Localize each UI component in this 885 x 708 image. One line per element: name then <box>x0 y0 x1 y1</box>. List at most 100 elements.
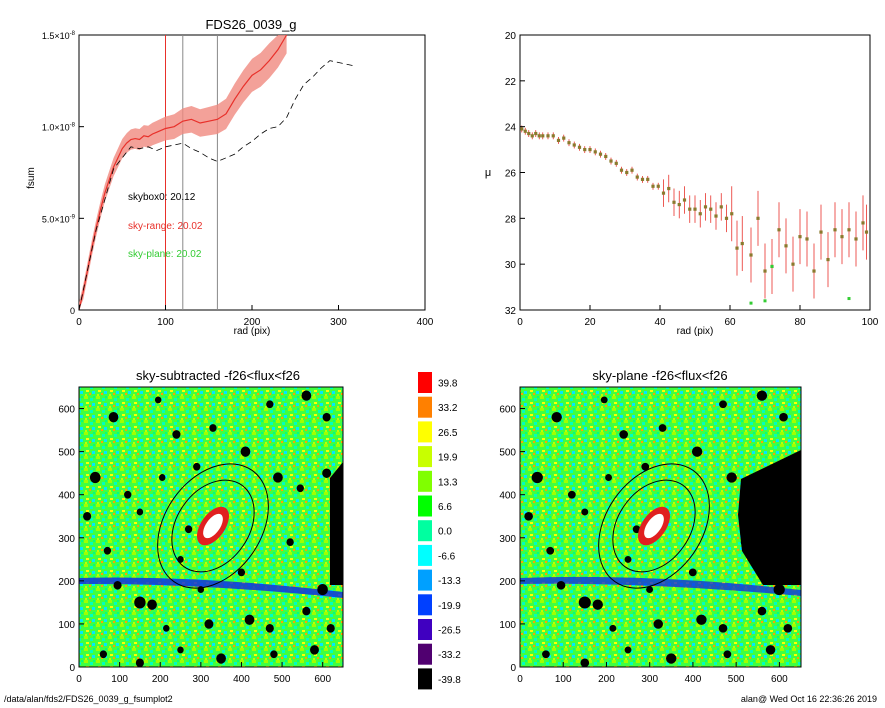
fsum-band <box>79 35 287 310</box>
mu-point <box>840 235 844 239</box>
y-tick-label: 24 <box>505 123 517 134</box>
colorbar-swatch <box>418 470 432 492</box>
y-tick-label: 0 <box>69 663 75 674</box>
colorbar-swatch <box>418 544 432 566</box>
masked-source <box>158 474 166 481</box>
colorbar-label: -26.5 <box>438 626 461 637</box>
masked-source <box>322 468 332 478</box>
mu-point <box>709 207 713 211</box>
x-tick-label: 0 <box>76 674 82 685</box>
y-tick-label: 300 <box>58 534 75 545</box>
mu-point <box>556 138 561 143</box>
mu-point <box>527 131 531 136</box>
y-tick-label: 28 <box>505 214 517 225</box>
mu-point <box>520 127 524 131</box>
mu-point <box>861 221 865 225</box>
colorbar-swatch <box>418 495 432 517</box>
sky-subtracted-title: sky-subtracted -f26<flux<f26 <box>136 368 300 383</box>
x-tick-label: 200 <box>244 317 261 328</box>
masked-source <box>751 484 760 493</box>
masked-source <box>147 599 157 610</box>
mu-point <box>635 175 639 179</box>
masked-source <box>578 596 591 609</box>
mu-points <box>520 125 869 305</box>
sky-subtracted-x-ticks: 0 100 200 300 400 500 600 <box>76 662 331 685</box>
sky-subtracted-y-ticks: 0 100 200 300 400 500 600 <box>58 405 84 674</box>
fsum-error-band <box>79 35 287 310</box>
y-tick-label: 500 <box>58 448 75 459</box>
masked-source <box>326 624 335 633</box>
y-tick-label: 22 <box>505 77 517 88</box>
masked-source <box>765 645 776 655</box>
mu-point <box>583 147 587 152</box>
colorbar-label: -33.2 <box>438 650 461 661</box>
mu-point <box>735 246 739 250</box>
x-tick-label: 200 <box>152 674 169 685</box>
mu-point <box>798 235 802 239</box>
y-tick-label: 100 <box>58 620 75 631</box>
colorbar-swatch <box>418 372 432 393</box>
colorbar-label: -39.8 <box>438 675 461 686</box>
y-tick-label: 20 <box>505 31 517 42</box>
sky-subtracted-frame <box>78 386 344 668</box>
x-tick-label: 400 <box>417 317 434 328</box>
mu-point <box>672 200 676 204</box>
masked-source <box>135 658 144 667</box>
x-tick-label: 80 <box>794 317 806 328</box>
mu-x-label: rad (pix) <box>677 326 714 337</box>
masked-source <box>581 508 589 516</box>
masked-source <box>193 462 201 471</box>
x-tick-label: 600 <box>771 674 788 685</box>
fsum-series <box>78 34 356 311</box>
masked-source <box>83 511 92 521</box>
colorbar-swatch <box>418 668 432 690</box>
mu-point <box>864 230 869 234</box>
x-tick-label: 100 <box>111 674 128 685</box>
masked-source <box>778 468 789 478</box>
mu-point <box>646 177 650 181</box>
masked-source <box>184 525 193 534</box>
y-tick-label: 0 <box>70 306 75 316</box>
colorbar-label: 39.8 <box>438 379 458 390</box>
fsum-title: FDS26_0039_g <box>205 17 296 32</box>
mu-point <box>661 191 666 195</box>
masked-source <box>89 471 101 484</box>
masked-source <box>567 490 576 499</box>
masked-source <box>124 490 132 499</box>
mu-point <box>756 216 760 220</box>
masked-source <box>542 650 550 659</box>
colorbar-swatch <box>418 396 432 418</box>
sky-plane-y-ticks: 0 100 200 300 400 500 600 <box>499 405 525 674</box>
colorbar: 39.8 33.2 26.5 19.9 13.3 6.6 0.0 -6.6 -13.3 -19.9… <box>418 372 461 690</box>
x-tick-label: 300 <box>641 674 658 685</box>
mu-x-ticks: 0 20 40 60 80 100 <box>517 305 879 328</box>
colorbar-label: -13.3 <box>438 576 461 587</box>
mu-point <box>693 207 697 211</box>
mu-point <box>541 134 545 138</box>
mu-point <box>749 253 753 257</box>
y-tick-label: 0 <box>510 663 516 674</box>
masked-source <box>600 396 608 404</box>
masked-source <box>609 624 617 632</box>
y-tick-label: 32 <box>505 306 517 317</box>
mu-point <box>593 150 597 154</box>
masked-source <box>524 511 533 521</box>
skybox-annotation: skybox0: 20.12 <box>128 192 196 203</box>
masked-source <box>696 614 707 625</box>
sky-plane-x-ticks: 0 100 200 300 400 500 600 <box>517 662 788 685</box>
masked-source <box>270 650 278 659</box>
x-tick-label: 600 <box>314 674 331 685</box>
mu-point <box>667 186 671 191</box>
x-tick-label: 400 <box>685 674 702 685</box>
mu-sky-plane-point <box>763 299 767 303</box>
masked-source <box>136 508 144 516</box>
mu-point <box>567 141 571 145</box>
mu-point <box>777 228 781 232</box>
masked-source <box>266 400 274 409</box>
y-tick-label: 200 <box>58 577 75 588</box>
mu-point <box>523 129 527 133</box>
masked-source <box>740 538 749 547</box>
masked-source <box>99 650 108 659</box>
mu-point <box>604 154 608 159</box>
